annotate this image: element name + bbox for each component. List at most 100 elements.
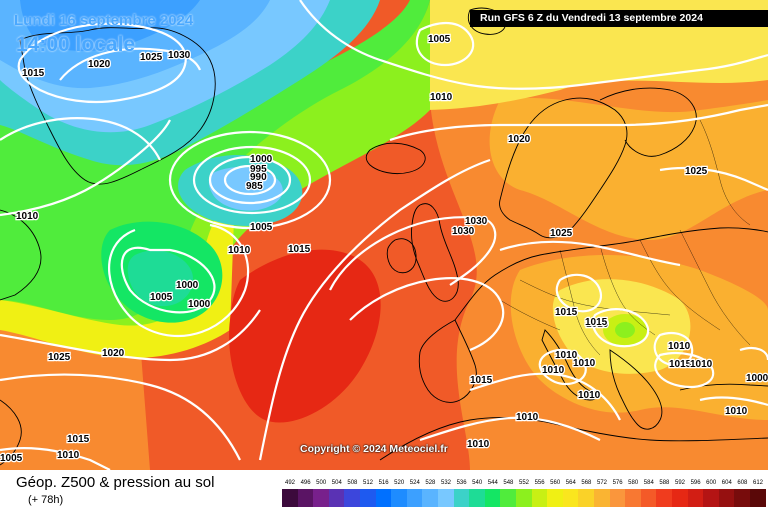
scale-swatch: [547, 489, 564, 507]
isobar-label: 1010: [586, 319, 609, 330]
isobar-label: 1015: [288, 244, 311, 255]
isobar-label: 1010: [16, 211, 39, 222]
isobar-label: 1010: [467, 439, 490, 450]
scale-tick-label: 568: [581, 480, 592, 486]
isobar-label: 1030: [168, 50, 191, 61]
scale-tick-label: 572: [596, 480, 607, 486]
scale-tick-label: 556: [534, 480, 545, 486]
scale-tick-label: 524: [409, 480, 420, 486]
scale-tick-label: 584: [643, 480, 654, 486]
valid-date: Lundi 16 septembre 2024: [14, 12, 194, 29]
scale-tick-label: 588: [659, 480, 670, 486]
color-scale-legend: 492 496 500 504 508 512 516 520 524 528 532 536 540 5…: [282, 479, 768, 509]
scale-swatch: [422, 489, 439, 507]
scale-tick-label: 536: [456, 480, 467, 486]
isobar-label: 1025: [48, 352, 71, 363]
scale-tick-label: 604: [721, 480, 732, 486]
scale-tick-label: 592: [674, 480, 685, 486]
forecast-lead: (+ 78h): [28, 494, 64, 506]
scale-tick-label: 492: [284, 480, 295, 486]
isobar-label: 1000: [176, 280, 199, 291]
scale-swatch: [750, 489, 767, 507]
isobar-label: 1020: [508, 134, 531, 145]
scale-tick-label: 552: [518, 480, 529, 486]
scale-tick-label: 540: [472, 480, 483, 486]
scale-swatch: [672, 489, 689, 507]
scale-swatch: [578, 489, 595, 507]
isobar-label: 1015: [67, 434, 90, 445]
isobar-label: 1015: [585, 317, 608, 328]
scale-tick-label: 560: [550, 480, 561, 486]
isobars: [0, 0, 768, 470]
isobar-label: 995: [250, 164, 267, 175]
isobar-label: 1030: [452, 226, 475, 237]
scale-swatch: [500, 489, 517, 507]
scale-swatch: [328, 489, 345, 507]
isobar-label: 1010: [573, 358, 596, 369]
isobar-label: 1005: [250, 222, 273, 233]
map-title: Géop. Z500 & pression au sol: [16, 474, 215, 491]
isobar-label: 1030: [465, 216, 488, 227]
scale-swatch: [718, 489, 735, 507]
valid-time: 14:00 locale: [16, 33, 136, 56]
isobar-label: 1020: [102, 348, 125, 359]
scale-swatch: [391, 489, 408, 507]
scale-tick-label: 508: [347, 480, 358, 486]
scale-swatch: [703, 489, 720, 507]
scale-swatch: [609, 489, 626, 507]
isobar-label: 1025: [140, 52, 163, 63]
z500-field-amber: [489, 97, 768, 241]
scale-swatch: [344, 489, 361, 507]
scale-tick-label: 564: [565, 480, 576, 486]
borders: [499, 119, 751, 356]
scale-tick-label: 548: [503, 480, 514, 486]
isobar-label: 1015: [22, 68, 45, 79]
scale-tick-label: 608: [737, 480, 748, 486]
isobar-label: 1010: [578, 390, 601, 401]
scale-tick-label: 600: [706, 480, 717, 486]
scale-tick-label: 532: [440, 480, 451, 486]
isobar-label: 1020: [88, 59, 111, 70]
scale-tick-label: 576: [612, 480, 623, 486]
copyright: Copyright © 2024 Meteociel.fr: [300, 443, 448, 455]
isobar-label: 1005: [0, 453, 23, 464]
scale-tick-label: 528: [425, 480, 436, 486]
isobar-label: 1015: [555, 307, 578, 318]
scale-swatch: [734, 489, 751, 507]
scale-swatch: [562, 489, 579, 507]
weather-map: 1025 103010201015100510101020100099599098…: [0, 0, 768, 470]
scale-swatch: [360, 489, 377, 507]
scale-swatch: [625, 489, 642, 507]
scale-tick-label: 504: [331, 480, 342, 486]
isobar-label: 1010: [668, 341, 691, 352]
scale-swatch: [438, 489, 455, 507]
isobar-label: 1000: [746, 373, 768, 384]
isobar-label: 1010: [725, 406, 748, 417]
scale-swatch: [516, 489, 533, 507]
isobar-label: 1010: [228, 245, 251, 256]
scale-tick-label: 612: [752, 480, 763, 486]
run-info: Run GFS 6 Z du Vendredi 13 septembre 202…: [470, 10, 768, 27]
scale-swatch: [594, 489, 611, 507]
scale-swatch: [375, 489, 392, 507]
scale-tick-label: 500: [316, 480, 327, 486]
scale-swatch: [656, 489, 673, 507]
scale-swatch: [313, 489, 330, 507]
isobar-label: 1015: [470, 375, 493, 386]
isobar-label: 1010: [555, 350, 578, 361]
scale-swatch: [282, 489, 299, 507]
scale-tick-label: 596: [690, 480, 701, 486]
pressure-labels: 1025 103010201015100510101020100099599098…: [0, 33, 768, 466]
isobar-label: 1005: [428, 34, 451, 45]
scale-swatch: [484, 489, 501, 507]
scale-swatch: [469, 489, 486, 507]
isobar-label: 1010: [57, 450, 80, 461]
scale-tick-label: 580: [628, 480, 639, 486]
scale-swatch: [453, 489, 470, 507]
isobar-label: 1025: [550, 228, 573, 239]
isobar-label: 985: [246, 181, 263, 192]
scale-swatch: [406, 489, 423, 507]
scale-tick-label: 520: [394, 480, 405, 486]
isobar-label: 1010: [690, 359, 713, 370]
isobar-label: 1005: [150, 292, 173, 303]
